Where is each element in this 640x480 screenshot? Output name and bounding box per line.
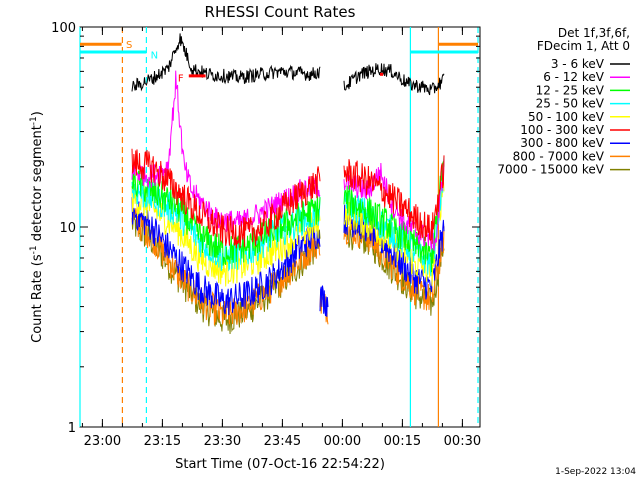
y-label-part2: detector segment — [30, 125, 45, 245]
y-tick-label-0: 1 — [68, 421, 76, 436]
series-0-segment-1 — [343, 63, 445, 96]
series-2-segment-0 — [131, 167, 321, 266]
legend-header-line1: Det 1f,3f,6f, — [558, 26, 630, 40]
y-tick-label-1: 10 — [59, 221, 76, 236]
legend-label-2: 12 - 25 keV — [536, 83, 605, 97]
timestamp: 1-Sep-2022 13:04 — [555, 467, 636, 477]
chart-title: RHESSI Count Rates — [205, 3, 356, 21]
series-group — [131, 33, 445, 335]
legend-label-0: 3 - 6 keV — [551, 57, 605, 71]
x-tick-label-1: 23:15 — [144, 434, 181, 449]
series-4-segment-0 — [131, 184, 321, 287]
y-label-part1: Count Rate (s — [30, 254, 45, 343]
y-label-sup1: -1 — [29, 245, 39, 254]
legend-label-3: 25 - 50 keV — [536, 97, 605, 111]
x-tick-label-4: 00:00 — [324, 434, 361, 449]
y-axis-label: Count Rate (s-1 detector segment-1) — [29, 111, 45, 343]
series-6-segment-0 — [131, 197, 321, 316]
series-5-segment-0 — [131, 148, 321, 249]
legend-label-6: 300 - 800 keV — [520, 136, 604, 150]
marker-f: F — [178, 73, 184, 84]
x-axis-label: Start Time (07-Oct-16 22:54:22) — [175, 457, 385, 472]
y-label-part3: ) — [30, 111, 45, 116]
legend-label-1: 6 - 12 keV — [543, 70, 605, 84]
x-tick-label-6: 00:30 — [444, 434, 481, 449]
marker-n: N — [151, 50, 158, 61]
x-axis-ticks: 23:00 23:15 23:30 23:45 00:00 00:15 00:30 — [81, 27, 481, 449]
interval-markers: S N F — [126, 40, 184, 84]
y-tick-label-2: 100 — [51, 21, 76, 36]
x-tick-label-0: 23:00 — [84, 434, 121, 449]
legend-header-line2: FDecim 1, Att 0 — [537, 39, 630, 53]
legend-label-4: 50 - 100 keV — [528, 110, 605, 124]
x-tick-label-2: 23:30 — [204, 434, 241, 449]
series-5-segment-1 — [343, 155, 445, 244]
marker-s: S — [126, 40, 132, 51]
y-label-sup2: -1 — [29, 116, 39, 125]
legend-label-5: 100 - 300 keV — [520, 123, 604, 137]
series-6-segment-1 — [319, 285, 329, 317]
x-tick-label-3: 23:45 — [264, 434, 301, 449]
legend-label-7: 800 - 7000 keV — [513, 149, 605, 163]
legend-label-8: 7000 - 15000 keV — [497, 163, 604, 177]
legend: Det 1f,3f,6f, FDecim 1, Att 0 3 - 6 keV6… — [497, 26, 630, 177]
y-axis-ticks: 1 10 100 — [51, 21, 480, 436]
interval-bars — [80, 42, 478, 78]
x-tick-label-5: 00:15 — [384, 434, 421, 449]
series-0-segment-0 — [131, 33, 321, 92]
